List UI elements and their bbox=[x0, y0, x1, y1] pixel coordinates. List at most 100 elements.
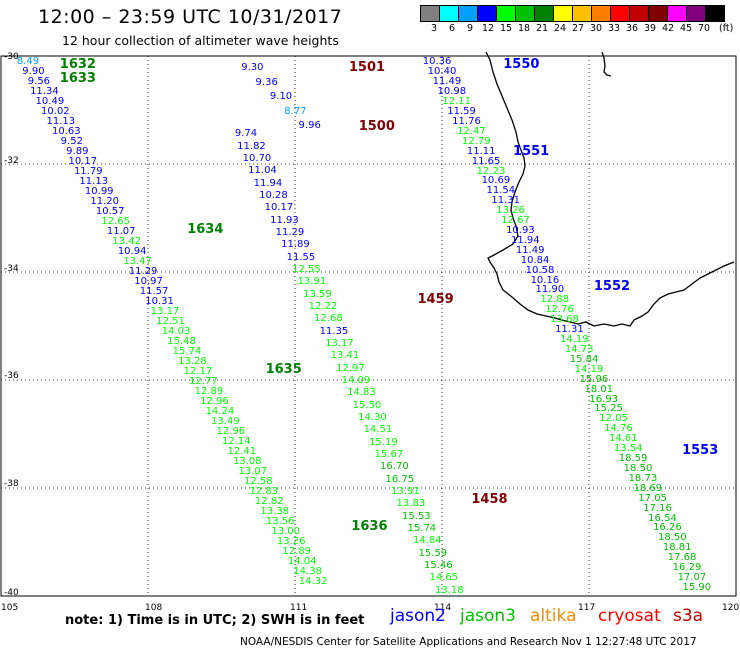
swh-value: 11.79 bbox=[73, 166, 103, 178]
swh-value: 14.51 bbox=[363, 424, 393, 436]
legend-swatch bbox=[477, 5, 497, 22]
swh-value: 10.93 bbox=[506, 225, 535, 236]
swh-value: 11.31 bbox=[555, 324, 584, 336]
orbit-number-label: 1551 bbox=[513, 143, 550, 159]
legend-swatch bbox=[648, 5, 668, 22]
legend-swatch bbox=[458, 5, 478, 22]
lon-label: 105 bbox=[1, 603, 19, 613]
orbit-number-label: 1632 bbox=[59, 57, 96, 73]
swh-value: 13.00 bbox=[271, 526, 301, 537]
swh-value: 18.59 bbox=[618, 453, 648, 465]
lat-label: -32 bbox=[4, 156, 19, 166]
swh-value: 14.04 bbox=[287, 555, 317, 567]
satellite-label-s3a: s3a bbox=[673, 606, 704, 626]
swh-value: 11.04 bbox=[248, 165, 277, 177]
legend-label: 70 bbox=[698, 23, 711, 34]
swh-value: 11.11 bbox=[466, 145, 496, 157]
swh-value: 11.13 bbox=[46, 116, 76, 128]
swh-value: 15.96 bbox=[579, 373, 609, 385]
swh-value: 18.73 bbox=[628, 472, 658, 484]
swh-value: 11.49 bbox=[515, 244, 545, 256]
lon-label: 108 bbox=[145, 603, 163, 613]
swh-value: 13.49 bbox=[211, 416, 240, 428]
swh-value: 16.70 bbox=[380, 461, 409, 473]
legend-label: 45 bbox=[680, 23, 693, 34]
color-scale-labels: 3 6 9 12 15 18 21 24 27 30 33 36 39 42 45 70 (ft) bbox=[420, 23, 740, 35]
map-subtitle: 12 hour collection of altimeter wave hei… bbox=[62, 33, 339, 48]
swh-value: 9.89 bbox=[66, 146, 89, 158]
swh-value: 17.68 bbox=[667, 552, 697, 564]
swh-value: 12.79 bbox=[461, 135, 491, 147]
swh-value: 13.47 bbox=[123, 256, 152, 268]
swh-value: 11.49 bbox=[432, 76, 462, 88]
note-text: note: 1) Time is in UTC; 2) SWH is in fe… bbox=[65, 613, 365, 628]
orbit-number-label: 1552 bbox=[593, 278, 631, 294]
orbit-number-label: 1458 bbox=[471, 491, 508, 507]
swh-value: 12.65 bbox=[101, 216, 131, 228]
satellite-label-jason2: jason2 bbox=[390, 606, 446, 626]
swh-value: 13.42 bbox=[112, 236, 141, 248]
swh-value: 18.81 bbox=[662, 542, 692, 554]
lon-label: 111 bbox=[290, 603, 308, 613]
swh-value: 9.74 bbox=[234, 128, 258, 140]
orbit-number-label: 1633 bbox=[59, 70, 96, 86]
map-frame bbox=[0, 55, 737, 597]
legend-swatch bbox=[553, 5, 573, 22]
swh-value: 11.34 bbox=[30, 86, 59, 98]
swh-value: 13.26 bbox=[496, 205, 525, 217]
lat-label: -38 bbox=[4, 479, 19, 489]
swh-value: 15.46 bbox=[424, 559, 453, 571]
orbit-number-label: 1459 bbox=[417, 292, 454, 307]
lat-label: -40 bbox=[4, 588, 19, 598]
swh-value: 11.59 bbox=[447, 106, 476, 118]
swh-value: 13.91 bbox=[391, 485, 420, 497]
swh-value: 12.55 bbox=[292, 263, 321, 275]
legend-label: 9 bbox=[467, 23, 474, 34]
footer-credit: NOAA/NESDIS Center for Satellite Applica… bbox=[240, 636, 697, 648]
legend-swatch bbox=[534, 5, 554, 22]
swh-value: 13.26 bbox=[276, 536, 306, 547]
orbit-number-label: 1636 bbox=[351, 518, 388, 534]
orbit-number-label: 1553 bbox=[682, 443, 719, 459]
orbit-number-label: 1550 bbox=[503, 57, 540, 73]
legend-label: 15 bbox=[500, 23, 513, 34]
swh-value: 12.23 bbox=[476, 165, 506, 177]
swh-value: 12.77 bbox=[189, 376, 218, 388]
legend-swatch bbox=[439, 5, 459, 22]
swh-value: 10.49 bbox=[35, 96, 65, 108]
swh-value: 10.16 bbox=[530, 274, 560, 286]
swh-value: 12.96 bbox=[200, 396, 229, 408]
swh-value: 12.83 bbox=[249, 486, 279, 498]
swh-value: 12.47 bbox=[457, 125, 486, 137]
legend-swatch bbox=[591, 5, 611, 22]
legend-swatch bbox=[667, 5, 687, 22]
swh-value: 18.69 bbox=[633, 482, 663, 494]
legend-label: 27 bbox=[572, 23, 585, 34]
swh-value: 12.17 bbox=[183, 366, 213, 378]
swh-value: 13.08 bbox=[232, 456, 262, 468]
swh-value: 13.17 bbox=[150, 306, 180, 318]
swh-value: 14.76 bbox=[604, 423, 633, 435]
swh-value: 12.89 bbox=[194, 386, 224, 398]
swh-value: 11.35 bbox=[319, 325, 349, 337]
swh-value: 12.82 bbox=[254, 496, 284, 508]
swh-value: 10.84 bbox=[520, 254, 550, 266]
australia-coastline bbox=[485, 51, 735, 327]
swh-value: 13.41 bbox=[330, 350, 360, 362]
swh-value: 10.31 bbox=[145, 296, 174, 308]
swh-value: 11.55 bbox=[286, 251, 316, 263]
swh-value: 10.28 bbox=[259, 189, 288, 201]
swh-value: 14.73 bbox=[564, 343, 594, 355]
swh-value: 12.58 bbox=[243, 476, 273, 488]
swh-value: 15.19 bbox=[369, 436, 398, 448]
swh-value: 13.54 bbox=[613, 443, 643, 455]
legend-label: 21 bbox=[536, 23, 549, 34]
swh-value: 14.84 bbox=[413, 535, 442, 547]
swh-value: 9.52 bbox=[60, 136, 83, 148]
swh-value: 13.07 bbox=[238, 466, 268, 478]
satellite-label-cryosat: cryosat bbox=[598, 606, 661, 626]
lat-label: -36 bbox=[4, 371, 19, 381]
swh-value: 12.51 bbox=[156, 316, 185, 328]
swh-value: 9.96 bbox=[298, 120, 321, 132]
legend-label: 18 bbox=[518, 23, 531, 34]
